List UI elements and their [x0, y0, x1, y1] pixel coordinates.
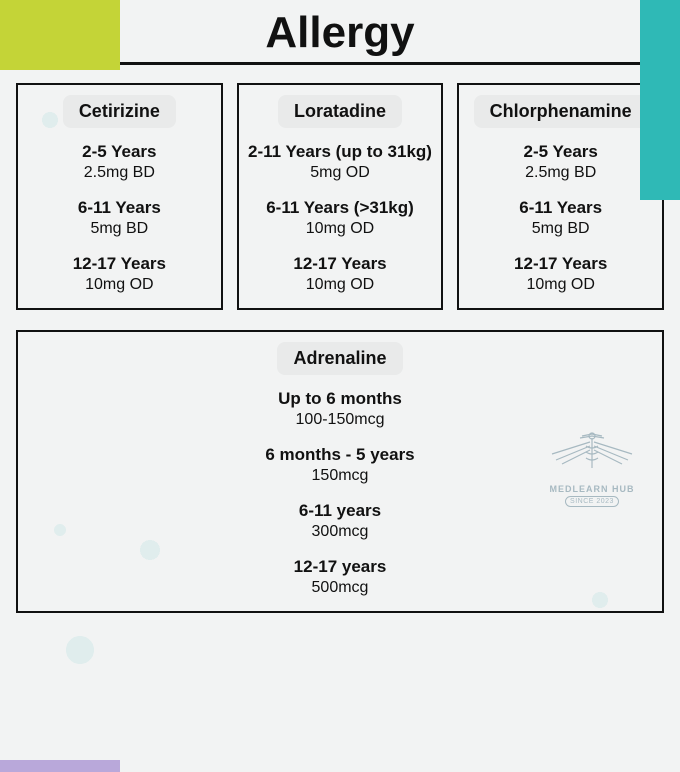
- accent-block-top-left: [0, 0, 120, 70]
- age-range: 6-11 Years: [26, 198, 213, 218]
- dose-entry: 6 months - 5 years 150mcg: [26, 445, 654, 485]
- age-range: 12-17 Years: [247, 254, 434, 274]
- card-cetirizine: Cetirizine 2-5 Years 2.5mg BD 6-11 Years…: [16, 83, 223, 310]
- age-range: 12-17 Years: [26, 254, 213, 274]
- card-loratadine: Loratadine 2-11 Years (up to 31kg) 5mg O…: [237, 83, 444, 310]
- dose-value: 5mg OD: [247, 164, 434, 182]
- dose-value: 5mg BD: [26, 220, 213, 238]
- dose-entry: 2-5 Years 2.5mg BD: [467, 142, 654, 182]
- dose-value: 10mg OD: [26, 276, 213, 294]
- age-range: 2-11 Years (up to 31kg): [247, 142, 434, 162]
- age-range: Up to 6 months: [26, 389, 654, 409]
- card-chlorphenamine: Chlorphenamine 2-5 Years 2.5mg BD 6-11 Y…: [457, 83, 664, 310]
- card-title: Cetirizine: [63, 95, 176, 128]
- dose-value: 10mg OD: [467, 276, 654, 294]
- age-range: 6-11 Years (>31kg): [247, 198, 434, 218]
- accent-block-bottom-left: [0, 760, 120, 772]
- dose-value: 2.5mg BD: [467, 164, 654, 182]
- drug-card-bottom-row: Adrenaline Up to 6 months 100-150mcg 6 m…: [0, 330, 680, 613]
- dose-entry: Up to 6 months 100-150mcg: [26, 389, 654, 429]
- age-range: 12-17 Years: [467, 254, 654, 274]
- dose-entry: 12-17 Years 10mg OD: [467, 254, 654, 294]
- card-title: Loratadine: [278, 95, 402, 128]
- dose-entry: 6-11 Years (>31kg) 10mg OD: [247, 198, 434, 238]
- dose-value: 10mg OD: [247, 220, 434, 238]
- dose-entry: 6-11 Years 5mg BD: [467, 198, 654, 238]
- dose-value: 150mcg: [26, 467, 654, 485]
- dose-entry: 12-17 years 500mcg: [26, 557, 654, 597]
- dose-entry: 2-11 Years (up to 31kg) 5mg OD: [247, 142, 434, 182]
- age-range: 6-11 years: [26, 501, 654, 521]
- dose-value: 2.5mg BD: [26, 164, 213, 182]
- page-title: Allergy: [265, 8, 414, 58]
- dose-entry: 12-17 Years 10mg OD: [247, 254, 434, 294]
- card-adrenaline: Adrenaline Up to 6 months 100-150mcg 6 m…: [16, 330, 664, 613]
- age-range: 2-5 Years: [467, 142, 654, 162]
- card-title: Chlorphenamine: [474, 95, 648, 128]
- dose-value: 5mg BD: [467, 220, 654, 238]
- age-range: 6-11 Years: [467, 198, 654, 218]
- accent-block-top-right: [640, 0, 680, 200]
- age-range: 6 months - 5 years: [26, 445, 654, 465]
- dose-value: 300mcg: [26, 523, 654, 541]
- dose-entry: 2-5 Years 2.5mg BD: [26, 142, 213, 182]
- dose-entry: 6-11 years 300mcg: [26, 501, 654, 541]
- dose-value: 100-150mcg: [26, 411, 654, 429]
- card-title: Adrenaline: [277, 342, 402, 375]
- dose-entry: 12-17 Years 10mg OD: [26, 254, 213, 294]
- age-range: 2-5 Years: [26, 142, 213, 162]
- dose-entry: 6-11 Years 5mg BD: [26, 198, 213, 238]
- dose-value: 500mcg: [26, 579, 654, 597]
- dose-value: 10mg OD: [247, 276, 434, 294]
- drug-cards-row: Cetirizine 2-5 Years 2.5mg BD 6-11 Years…: [0, 83, 680, 310]
- age-range: 12-17 years: [26, 557, 654, 577]
